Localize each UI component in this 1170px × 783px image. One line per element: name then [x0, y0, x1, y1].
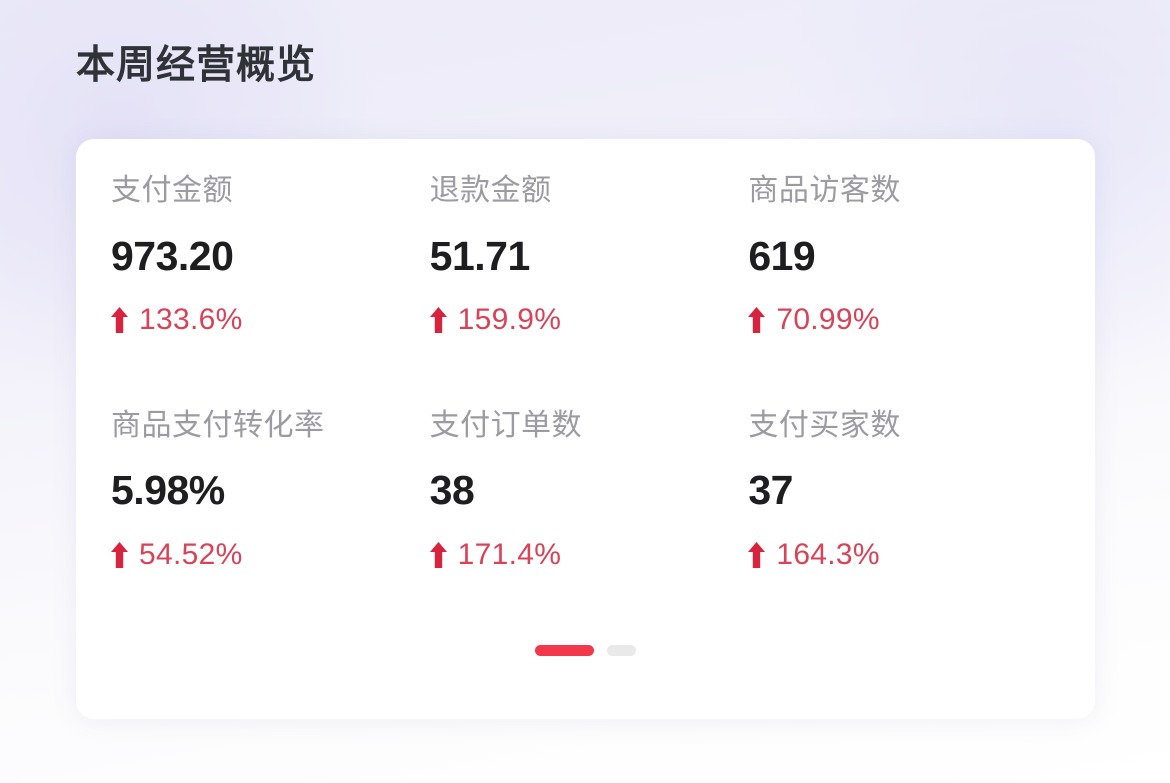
- metric-label: 商品支付转化率: [111, 408, 325, 442]
- metric-label: 支付买家数: [748, 408, 901, 442]
- metric-cell-payment-amount[interactable]: 支付金额 973.20 133.6%: [111, 171, 430, 335]
- arrow-up-icon: [748, 306, 766, 333]
- metric-cell-conversion-rate[interactable]: 商品支付转化率 5.98% 54.52%: [111, 406, 430, 570]
- metric-value: 38: [429, 467, 475, 514]
- overview-card: 支付金额 973.20 133.6% 退款金额 51.71 159.9% 商品访…: [76, 139, 1095, 719]
- metric-cell-product-visitors[interactable]: 商品访客数 619 70.99%: [748, 171, 1067, 335]
- pagination-dot-2[interactable]: [607, 645, 636, 656]
- pagination-dot-1[interactable]: [535, 645, 594, 656]
- arrow-up-icon: [111, 306, 128, 333]
- metric-delta: 159.9%: [429, 302, 749, 336]
- metric-delta: 54.52%: [111, 537, 430, 571]
- page-title: 本周经营概览: [76, 44, 317, 87]
- metric-delta: 171.4%: [429, 537, 749, 571]
- metric-value: 51.71: [429, 232, 531, 279]
- metric-value: 37: [748, 467, 793, 514]
- metrics-grid: 支付金额 973.20 133.6% 退款金额 51.71 159.9% 商品访…: [111, 171, 1067, 570]
- metric-label: 支付订单数: [429, 408, 583, 442]
- metric-cell-refund-amount[interactable]: 退款金额 51.71 159.9%: [429, 171, 749, 336]
- metric-label: 支付金额: [111, 174, 233, 207]
- arrow-up-icon: [429, 306, 447, 333]
- arrow-up-icon: [111, 541, 128, 568]
- metric-delta-value: 70.99%: [776, 302, 880, 336]
- metric-delta: 164.3%: [748, 537, 1067, 571]
- metric-value: 973.20: [111, 232, 234, 279]
- metric-value: 619: [748, 232, 816, 279]
- metric-label: 商品访客数: [748, 174, 901, 207]
- metric-value: 5.98%: [111, 467, 225, 514]
- metric-label: 退款金额: [429, 174, 552, 207]
- metric-delta-value: 133.6%: [139, 302, 243, 336]
- carousel-pagination[interactable]: [76, 645, 1095, 656]
- arrow-up-icon: [429, 541, 447, 568]
- arrow-up-icon: [748, 541, 766, 568]
- metric-delta-value: 54.52%: [139, 537, 243, 571]
- metric-delta-value: 171.4%: [457, 537, 562, 571]
- metric-cell-paid-orders[interactable]: 支付订单数 38 171.4%: [429, 406, 749, 571]
- metric-delta-value: 164.3%: [776, 537, 880, 571]
- metric-delta-value: 159.9%: [457, 302, 562, 336]
- metric-delta: 70.99%: [748, 302, 1067, 336]
- metric-delta: 133.6%: [111, 302, 430, 336]
- metric-cell-paid-buyers[interactable]: 支付买家数 37 164.3%: [748, 406, 1067, 570]
